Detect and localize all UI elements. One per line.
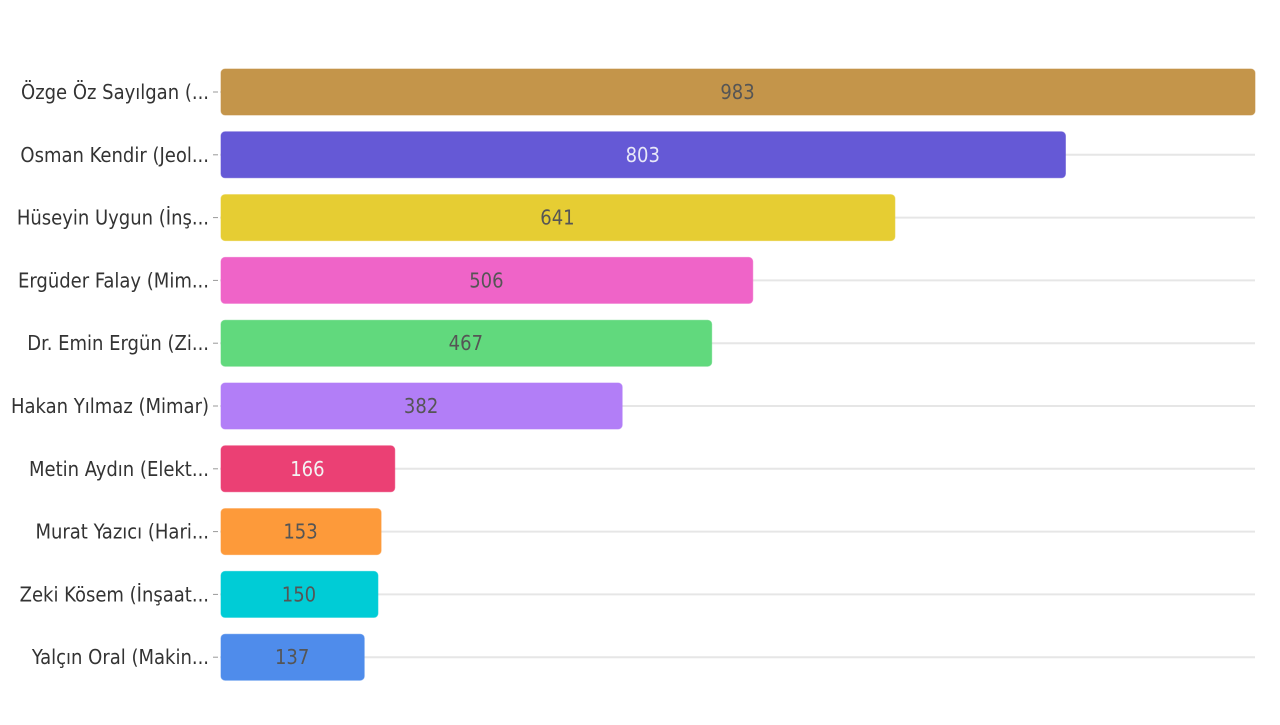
category-label-yalc-n-oral-makin: Yalçın Oral (Makin... xyxy=(31,645,209,669)
bar-huseyin-uygun-ins[interactable] xyxy=(220,194,896,242)
category-label-erguder-falay-mim: Ergüder Falay (Mim... xyxy=(18,268,209,292)
bar-value-label-zeki-kosem-insaat: 150 xyxy=(282,582,316,606)
bar-dr-emin-ergun-zi[interactable] xyxy=(220,319,713,367)
category-label-huseyin-uygun-ins: Hüseyin Uygun (İnş... xyxy=(17,206,209,230)
bar-ozge-oz-say-lgan[interactable] xyxy=(220,68,1256,116)
category-labels: Özge Öz Sayılgan (... Osman Kendir (Jeol.… xyxy=(11,80,209,669)
bar-erguder-falay-mim[interactable] xyxy=(220,256,754,304)
bar-yalc-n-oral-makin[interactable] xyxy=(220,633,365,681)
category-label-zeki-kosem-insaat: Zeki Kösem (İnşaat... xyxy=(20,582,209,606)
category-label-ozge-oz-say-lgan: Özge Öz Sayılgan (... xyxy=(21,80,209,104)
bar-hakan-y-lmaz-mimar[interactable] xyxy=(220,382,623,430)
category-label-dr-emin-ergun-zi: Dr. Emin Ergün (Zi... xyxy=(27,331,209,355)
bar-zeki-kosem-insaat[interactable] xyxy=(220,570,379,618)
category-label-murat-yaz-c-hari: Murat Yazıcı (Hari... xyxy=(35,520,209,544)
bar-murat-yaz-c-hari[interactable] xyxy=(220,508,382,556)
bars: 983 803 641 506 467 382 166 153 150 137 xyxy=(220,68,1256,681)
category-label-metin-ayd-n-elekt: Metin Aydın (Elekt... xyxy=(29,457,209,481)
bar-metin-ayd-n-elekt[interactable] xyxy=(220,445,396,493)
bar-value-label-yalc-n-oral-makin: 137 xyxy=(275,645,309,669)
bar-value-label-erguder-falay-mim: 506 xyxy=(469,268,503,292)
bar-osman-kendir-jeol[interactable] xyxy=(220,131,1066,179)
bar-value-label-osman-kendir-jeol: 803 xyxy=(626,143,660,167)
bar-value-label-huseyin-uygun-ins: 641 xyxy=(540,206,574,230)
bar-value-label-dr-emin-ergun-zi: 467 xyxy=(449,331,483,355)
bar-value-label-ozge-oz-say-lgan: 983 xyxy=(720,80,754,104)
category-label-osman-kendir-jeol: Osman Kendir (Jeol... xyxy=(20,143,209,167)
bar-value-label-metin-ayd-n-elekt: 166 xyxy=(290,457,324,481)
bar-value-label-murat-yaz-c-hari: 153 xyxy=(283,520,317,544)
category-label-hakan-y-lmaz-mimar: Hakan Yılmaz (Mimar) xyxy=(11,394,209,418)
bar-value-label-hakan-y-lmaz-mimar: 382 xyxy=(404,394,438,418)
